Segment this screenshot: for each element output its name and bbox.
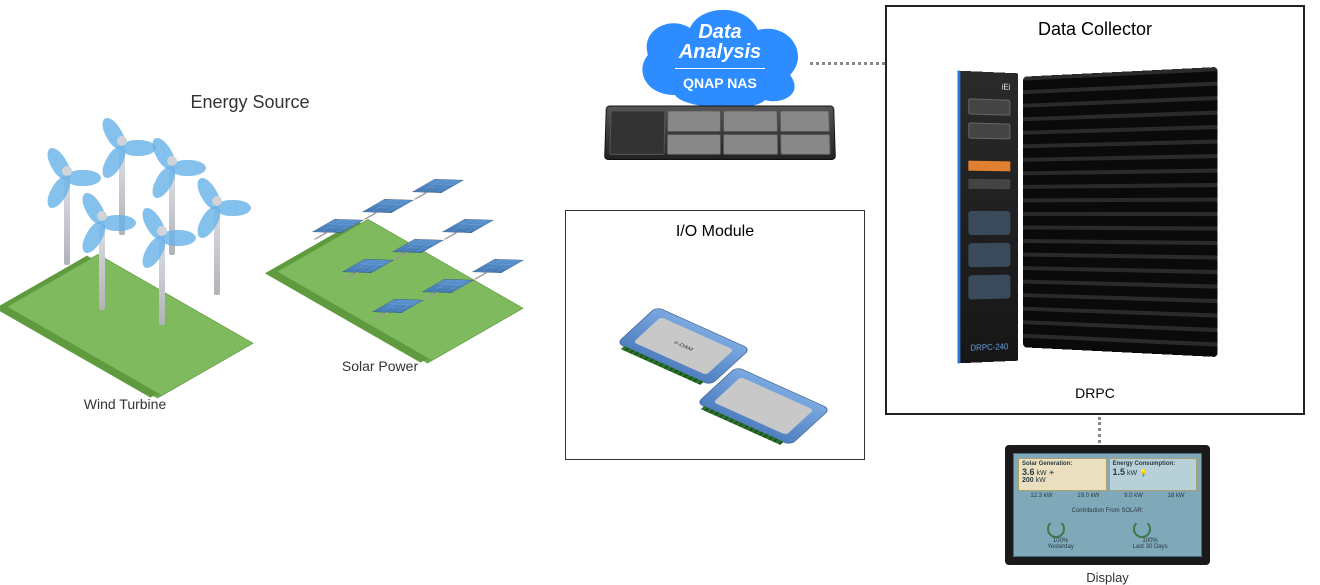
display-contribution-label: Contribution From SOLAR: xyxy=(1072,508,1144,514)
solar-panel-icon xyxy=(442,219,494,233)
wind-turbine-icon xyxy=(155,230,169,325)
solar-ground-tile xyxy=(276,219,523,361)
wind-turbine-icon xyxy=(95,215,109,310)
gauge-icon xyxy=(1133,520,1151,538)
drpc-model-label: DRPC-240 xyxy=(968,342,1010,353)
display-energy-value: 1.5 xyxy=(1113,467,1126,477)
nas-device xyxy=(604,105,836,159)
display-row-r1: 9.0 kW xyxy=(1124,493,1143,503)
solar-panel-icon xyxy=(472,259,524,273)
cloud-sub: QNAP NAS xyxy=(630,75,810,91)
cloud-data-analysis: Data Analysis QNAP NAS xyxy=(630,0,810,110)
cloud-line1: Data xyxy=(698,21,741,43)
solar-power-label: Solar Power xyxy=(310,358,450,374)
drpc-caption: DRPC xyxy=(887,385,1303,401)
connector-collector-to-display xyxy=(1098,417,1101,443)
display-solar-value: 3.6 xyxy=(1022,467,1035,477)
display-row-l2: 19.0 kW xyxy=(1077,493,1099,503)
gauge-icon xyxy=(1047,520,1065,538)
display-solar-unit: kW xyxy=(1036,470,1046,477)
connector-cloud-to-collector xyxy=(810,62,885,65)
solar-panel-icon xyxy=(412,179,464,193)
wind-turbine-icon xyxy=(210,200,224,295)
display-row-r2: 18 kW xyxy=(1168,493,1185,503)
io-module-plate-label: e-DAM xyxy=(633,317,733,375)
display-energy-unit: kW xyxy=(1127,470,1137,477)
energy-source-title: Energy Source xyxy=(150,92,350,113)
io-module-title: I/O Module xyxy=(566,223,864,241)
solar-panel-icon xyxy=(362,199,414,213)
wind-turbine-label: Wind Turbine xyxy=(55,396,195,412)
drpc-device: iEi DRPC-240 xyxy=(947,72,1237,372)
display-label: Display xyxy=(1005,570,1210,585)
io-module-box: I/O Module e-DAM xyxy=(565,210,865,460)
cloud-line2: Analysis xyxy=(679,41,761,63)
display-panel-device: Solar Generation: 3.6 kW ☀ 200 kW Energy… xyxy=(1005,445,1210,565)
data-collector-box: Data Collector iEi DRPC-240 DRPC xyxy=(885,5,1305,415)
data-collector-title: Data Collector xyxy=(887,19,1303,40)
display-solar-sub: 200 xyxy=(1022,477,1034,484)
display-row-l1: 12.3 kW xyxy=(1030,493,1052,503)
